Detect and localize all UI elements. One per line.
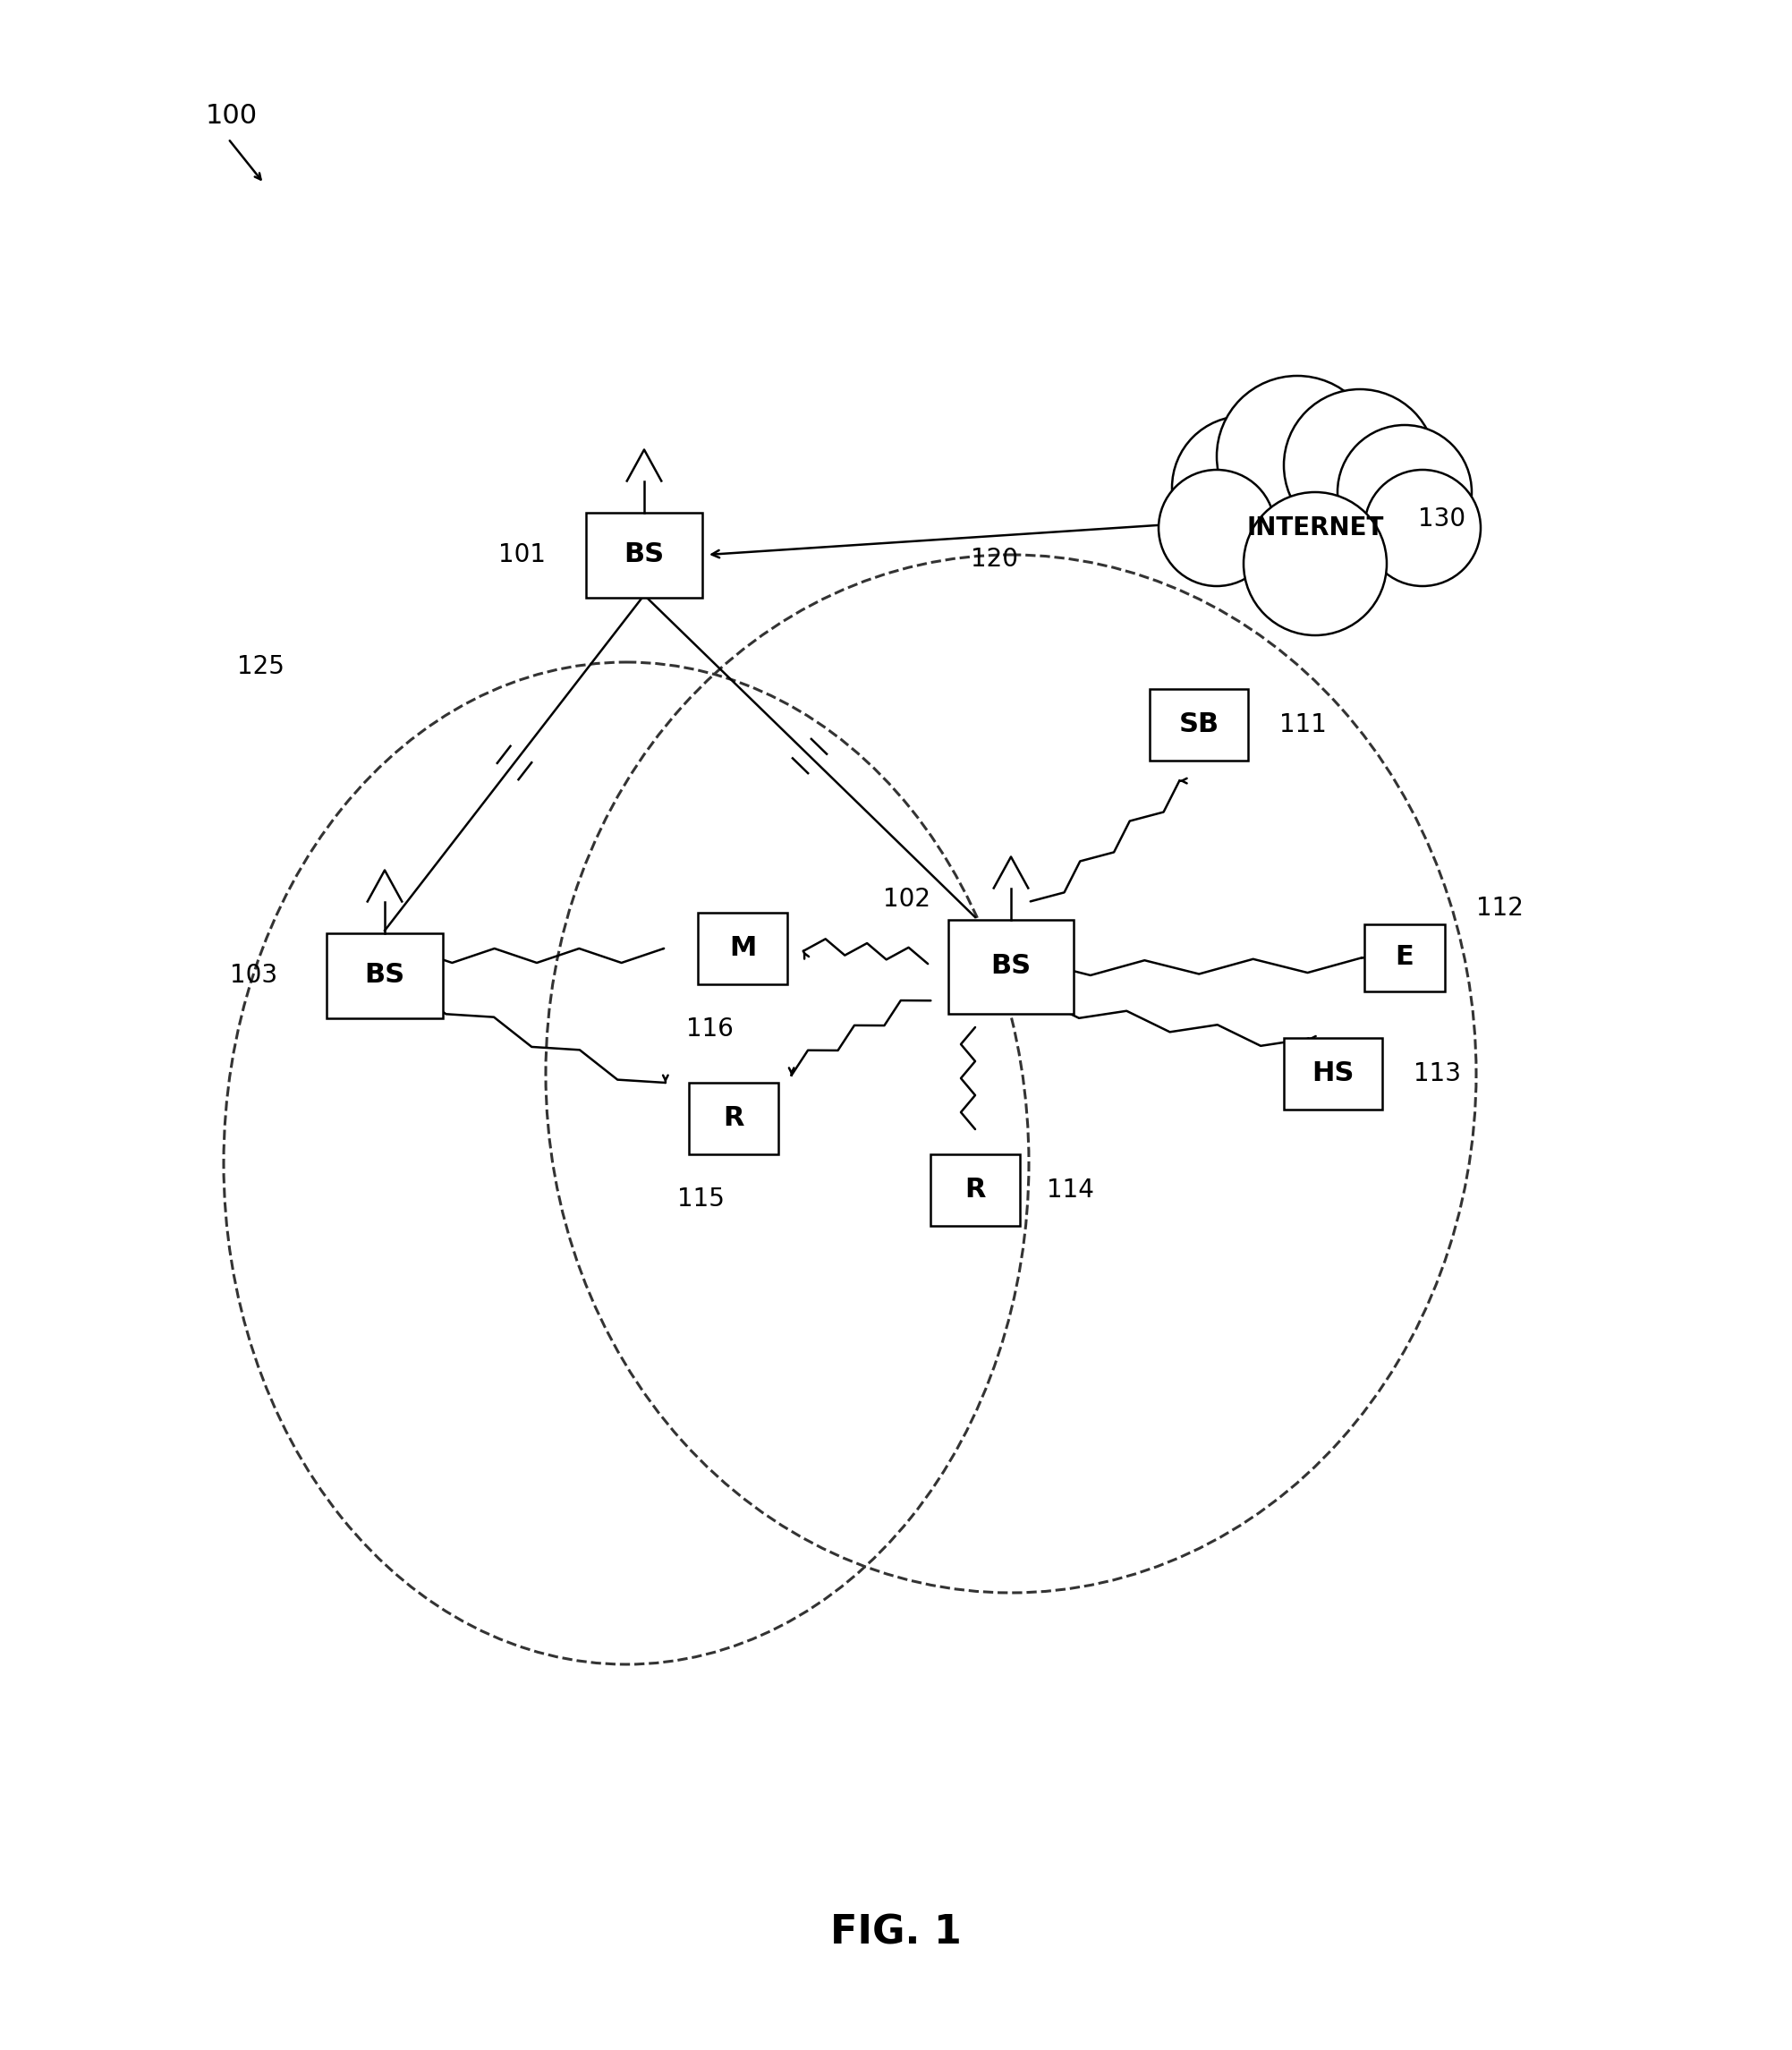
Text: 101: 101 — [498, 543, 547, 568]
FancyBboxPatch shape — [1150, 689, 1247, 761]
Text: BS: BS — [624, 541, 665, 568]
Circle shape — [1337, 424, 1471, 560]
Text: 111: 111 — [1279, 711, 1326, 738]
Circle shape — [1364, 469, 1480, 586]
Text: FIG. 1: FIG. 1 — [830, 1913, 961, 1952]
FancyBboxPatch shape — [1283, 1037, 1382, 1109]
Text: 115: 115 — [677, 1187, 724, 1212]
Text: BS: BS — [991, 953, 1030, 980]
Circle shape — [1159, 469, 1274, 586]
FancyBboxPatch shape — [586, 512, 702, 597]
Text: 120: 120 — [971, 547, 1018, 572]
Text: HS: HS — [1312, 1060, 1355, 1087]
Text: SB: SB — [1179, 711, 1219, 738]
Text: R: R — [964, 1177, 986, 1203]
Text: E: E — [1396, 945, 1414, 970]
Text: INTERNET: INTERNET — [1247, 515, 1383, 541]
Text: 100: 100 — [206, 102, 258, 129]
Text: 113: 113 — [1414, 1062, 1460, 1086]
FancyBboxPatch shape — [697, 912, 787, 984]
Circle shape — [1217, 375, 1378, 537]
Text: 116: 116 — [686, 1017, 733, 1041]
FancyBboxPatch shape — [326, 933, 443, 1019]
Text: 125: 125 — [237, 654, 285, 679]
FancyBboxPatch shape — [688, 1082, 778, 1154]
Text: 112: 112 — [1477, 896, 1523, 920]
Text: BS: BS — [364, 961, 405, 988]
Circle shape — [1244, 492, 1387, 636]
Text: 102: 102 — [883, 888, 930, 912]
Circle shape — [1283, 390, 1435, 541]
Text: 103: 103 — [229, 963, 278, 988]
Text: M: M — [729, 935, 756, 961]
Text: 130: 130 — [1417, 506, 1466, 531]
FancyBboxPatch shape — [1364, 925, 1444, 990]
Text: R: R — [724, 1105, 744, 1132]
Circle shape — [1172, 416, 1315, 560]
FancyBboxPatch shape — [930, 1154, 1020, 1226]
FancyBboxPatch shape — [948, 918, 1073, 1013]
Text: 114: 114 — [1047, 1177, 1095, 1203]
